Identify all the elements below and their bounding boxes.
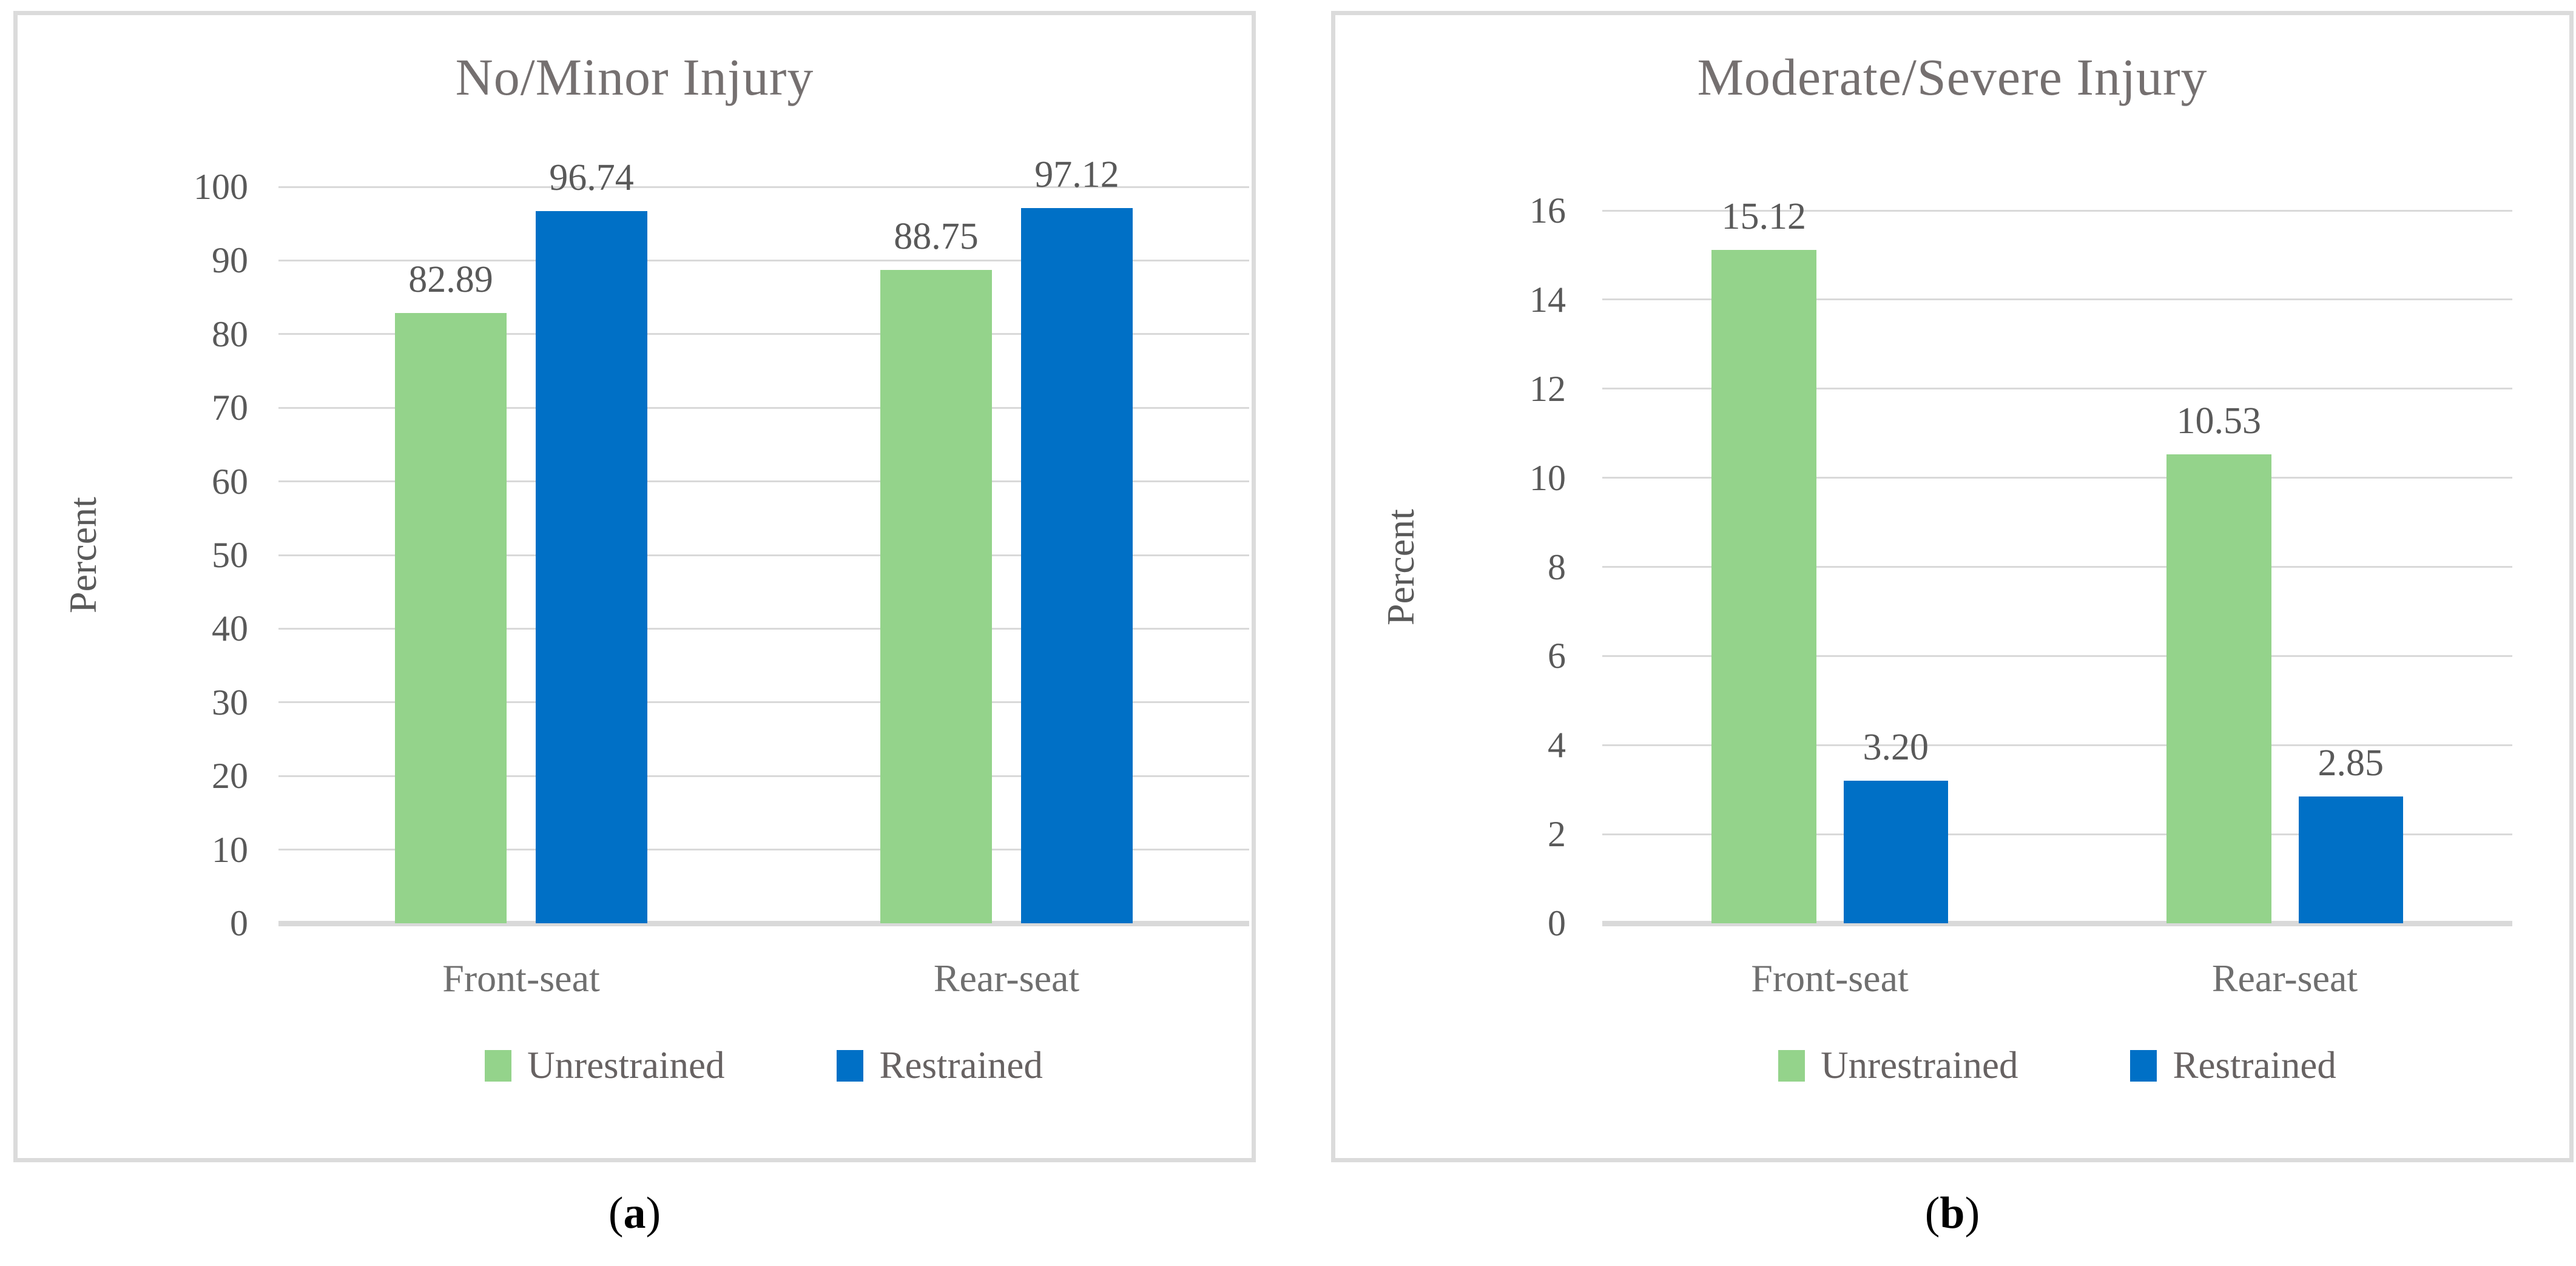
x-axis-baseline [1602,920,2512,926]
y-axis-tick-label: 30 [212,682,248,722]
y-axis-tick-label: 12 [1529,368,1566,409]
horizontal-gridline [278,480,1249,483]
y-axis-tick-label: 10 [212,829,248,870]
horizontal-gridline [1602,209,2512,212]
legend-swatch-icon [485,1049,512,1082]
y-axis-tick-label: 40 [212,608,248,649]
y-axis-tick-label: 2 [1548,814,1566,855]
plot-area: 82.89 96.74 88.75 97.12 [278,156,1249,926]
y-axis-tick-label: 60 [212,461,248,502]
horizontal-gridline [278,627,1249,630]
horizontal-gridline [278,333,1249,335]
y-axis-tick-label: 80 [212,314,248,354]
legend-item-restrained: Restrained [2130,1046,2336,1085]
caption-b: (b) [1331,1188,2574,1239]
caption-letter: a [623,1188,646,1238]
horizontal-gridline [278,701,1249,704]
legend-item-unrestrained: Unrestrained [485,1046,724,1085]
horizontal-gridline [1602,477,2512,479]
y-axis-tick-label: 90 [212,240,248,281]
legend-label: Unrestrained [1821,1044,2018,1086]
y-axis-tick-label: 16 [1529,190,1566,231]
chart-title: Moderate/Severe Injury [1697,48,2208,106]
y-axis-tick-label: 14 [1529,279,1566,320]
bar-restrained-front-seat: 96.74 [536,159,647,923]
bar-value-label: 88.75 [894,215,979,257]
bar-value-label: 15.12 [1721,195,1807,237]
horizontal-gridline [1602,388,2512,390]
caption-open-paren: ( [1924,1188,1940,1238]
bar-group-front-seat: 15.12 3.20 [1602,198,2057,923]
bar-unrestrained-rear-seat: 10.53 [2166,402,2271,923]
legend-swatch-icon [2130,1049,2157,1082]
x-axis-category-labels: Front-seat Rear-seat [1602,956,2512,1001]
horizontal-gridline [1602,566,2512,568]
bar-group-front-seat: 82.89 96.74 [278,159,764,923]
legend-label: Unrestrained [527,1044,725,1086]
bar-restrained-rear-seat: 2.85 [2298,744,2403,923]
x-axis-category-labels: Front-seat Rear-seat [278,956,1249,1001]
horizontal-gridline [1602,744,2512,746]
chart-panel-moderate-severe-injury: Moderate/Severe Injury Percent 0 2 4 6 8 10 12… [1331,11,2574,1162]
caption-letter: b [1940,1188,1965,1238]
y-axis-tick-label: 50 [212,535,248,575]
legend-item-unrestrained: Unrestrained [1778,1046,2018,1085]
y-axis-tick-label: 100 [194,167,248,207]
bar-value-label: 2.85 [2318,742,2384,784]
horizontal-gridline [1602,298,2512,301]
bar-unrestrained-rear-seat: 88.75 [880,218,992,923]
chart-legend: Unrestrained Restrained [1602,1046,2512,1085]
chart-legend: Unrestrained Restrained [278,1046,1249,1085]
bar-value-label: 10.53 [2176,400,2262,442]
chart-title: No/Minor Injury [455,48,814,106]
bar-value-label: 97.12 [1034,153,1119,195]
bar-unrestrained-front-seat: 15.12 [1711,198,1816,923]
legend-label: Restrained [2173,1044,2336,1086]
horizontal-gridline [1602,833,2512,835]
caption-close-paren: ) [646,1188,661,1238]
caption-open-paren: ( [608,1188,624,1238]
y-axis-tick-label: 4 [1548,725,1566,766]
horizontal-gridline [278,849,1249,851]
horizontal-gridline [278,775,1249,777]
y-axis-tick-label: 0 [230,903,248,943]
horizontal-gridline [278,186,1249,188]
horizontal-gridline [278,406,1249,409]
bar-value-label: 82.89 [408,258,493,300]
bar-value-label: 3.20 [1863,727,1929,768]
category-label-front-seat: Front-seat [1751,957,1909,1000]
y-axis-tick-labels: 0 2 4 6 8 10 12 14 16 [1354,192,1566,941]
category-label-rear-seat: Rear-seat [2211,957,2358,1000]
legend-swatch-icon [837,1049,864,1082]
caption-close-paren: ) [1964,1188,1980,1238]
bar-group-rear-seat: 10.53 2.85 [2057,210,2512,923]
horizontal-gridline [278,554,1249,556]
horizontal-gridline [278,259,1249,261]
x-axis-baseline [278,920,1249,926]
legend-label: Restrained [879,1044,1043,1086]
caption-a: (a) [13,1188,1256,1239]
bar-group-rear-seat: 88.75 97.12 [764,156,1249,923]
y-axis-tick-label: 0 [1548,903,1566,943]
category-label-front-seat: Front-seat [442,957,600,1000]
plot-area: 15.12 3.20 10.53 2.85 [1602,198,2512,926]
horizontal-gridline [1602,655,2512,657]
legend-swatch-icon [1778,1049,1806,1082]
bar-restrained-front-seat: 3.20 [1843,729,1948,923]
y-axis-tick-label: 8 [1548,547,1566,587]
y-axis-tick-label: 70 [212,388,248,428]
y-axis-tick-label: 6 [1548,636,1566,676]
bar-restrained-rear-seat: 97.12 [1021,156,1133,923]
y-axis-tick-label: 20 [212,756,248,796]
y-axis-tick-label: 10 [1529,457,1566,498]
bar-unrestrained-front-seat: 82.89 [395,261,507,923]
y-axis-tick-labels: 0 10 20 30 40 50 60 70 80 90 100 [36,169,248,941]
category-label-rear-seat: Rear-seat [933,957,1080,1000]
chart-panel-no-minor-injury: No/Minor Injury Percent 0 10 20 30 40 50 60 70 8… [13,11,1256,1162]
bar-value-label: 96.74 [549,157,634,198]
legend-item-restrained: Restrained [837,1044,1043,1086]
